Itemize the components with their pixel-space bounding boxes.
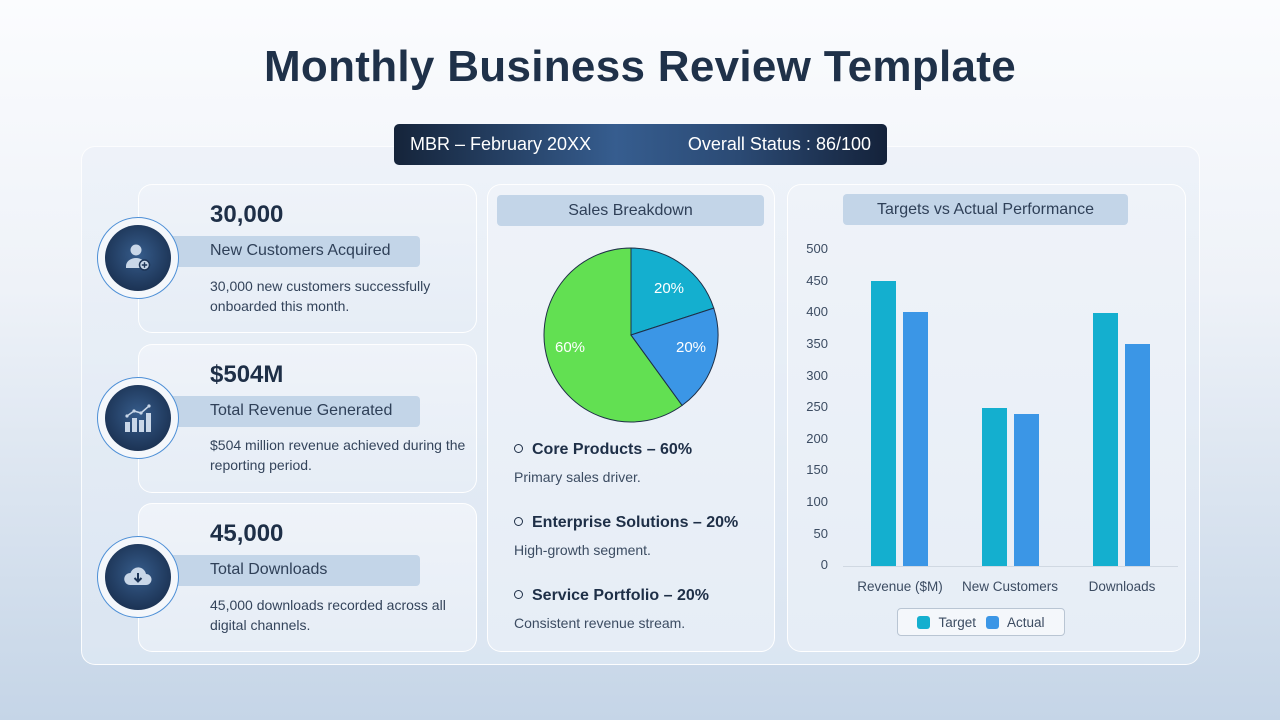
x-label: Revenue ($M) xyxy=(857,579,943,594)
pie-slice-service-portfolio xyxy=(630,307,719,407)
kpi-value: $504M xyxy=(210,361,284,388)
y-tick: 150 xyxy=(806,462,828,477)
overall-status: Overall Status : 86/100 xyxy=(687,134,871,154)
y-tick: 500 xyxy=(806,241,828,256)
kpi-label: Total Revenue Generated xyxy=(210,402,393,419)
x-label: New Customers xyxy=(961,579,1059,594)
y-tick: 50 xyxy=(813,526,828,541)
kpi-label: Total Downloads xyxy=(210,561,328,578)
sales-item-desc: High-growth segment. xyxy=(514,542,651,558)
kpi-value: 30,000 xyxy=(210,201,284,228)
chart-legend: Target Actual xyxy=(897,608,1065,636)
kpi-description: 30,000 new customers successfully onboar… xyxy=(210,278,431,314)
pie-label-core: 60% xyxy=(555,339,586,356)
page-title: Monthly Business Review Template xyxy=(263,42,1017,91)
legend-actual: Actual xyxy=(986,615,1045,630)
x-label: Downloads xyxy=(1088,579,1156,594)
kpi-label: New Customers Acquired xyxy=(210,242,391,259)
pie-label-service: 20% xyxy=(676,339,707,356)
y-tick: 350 xyxy=(806,336,828,351)
kpi-label-band xyxy=(160,236,420,267)
bar-actual-revenue xyxy=(903,312,928,566)
sales-pie-chart xyxy=(543,247,719,423)
sales-item-title: Core Products – 60% xyxy=(514,441,692,459)
y-tick: 400 xyxy=(806,304,828,319)
growth-chart-icon xyxy=(125,404,151,432)
performance-header: Targets vs Actual Performance xyxy=(843,194,1128,225)
y-tick: 0 xyxy=(820,557,828,572)
sales-item-title: Service Portfolio – 20% xyxy=(514,587,709,605)
pie-slice-enterprise-solutions xyxy=(630,247,715,336)
sales-item-title: Enterprise Solutions – 20% xyxy=(514,514,738,532)
bar-target-downloads xyxy=(1093,313,1118,566)
bullet-icon xyxy=(514,590,523,599)
bullet-icon xyxy=(514,517,523,526)
cloud-download-icon xyxy=(124,567,152,585)
y-tick: 200 xyxy=(806,431,828,446)
kpi-description: $504 million revenue achieved during the… xyxy=(210,437,466,473)
bar-target-revenue xyxy=(871,281,896,566)
status-banner: MBR – February 20XX Overall Status : 86/… xyxy=(394,124,887,165)
kpi-value: 45,000 xyxy=(210,520,284,547)
pie-slice-core-products xyxy=(543,247,683,423)
bullet-icon xyxy=(514,444,523,453)
sales-item-desc: Primary sales driver. xyxy=(514,469,641,485)
actual-swatch-icon xyxy=(986,615,999,629)
kpi-icon-badge xyxy=(97,217,179,299)
y-tick: 100 xyxy=(806,494,828,509)
y-tick: 300 xyxy=(806,368,828,383)
y-tick: 450 xyxy=(806,273,828,288)
legend-target: Target xyxy=(917,615,976,630)
bar-target-new-customers xyxy=(982,408,1007,566)
pie-label-enterprise: 20% xyxy=(654,280,685,297)
y-tick: 250 xyxy=(806,399,828,414)
kpi-label-band xyxy=(160,555,420,586)
kpi-icon-badge xyxy=(97,536,179,618)
kpi-label-band xyxy=(160,396,420,427)
sales-breakdown-header: Sales Breakdown xyxy=(497,195,764,226)
kpi-icon-badge xyxy=(97,377,179,459)
kpi-description: 45,000 downloads recorded across all dig… xyxy=(210,597,446,633)
bar-actual-new-customers xyxy=(1014,414,1039,566)
add-user-icon xyxy=(126,244,151,271)
target-swatch-icon xyxy=(917,615,931,629)
sales-item-desc: Consistent revenue stream. xyxy=(514,615,686,631)
bar-actual-downloads xyxy=(1125,344,1150,566)
x-axis-line xyxy=(843,566,1178,567)
report-period: MBR – February 20XX xyxy=(410,134,592,154)
